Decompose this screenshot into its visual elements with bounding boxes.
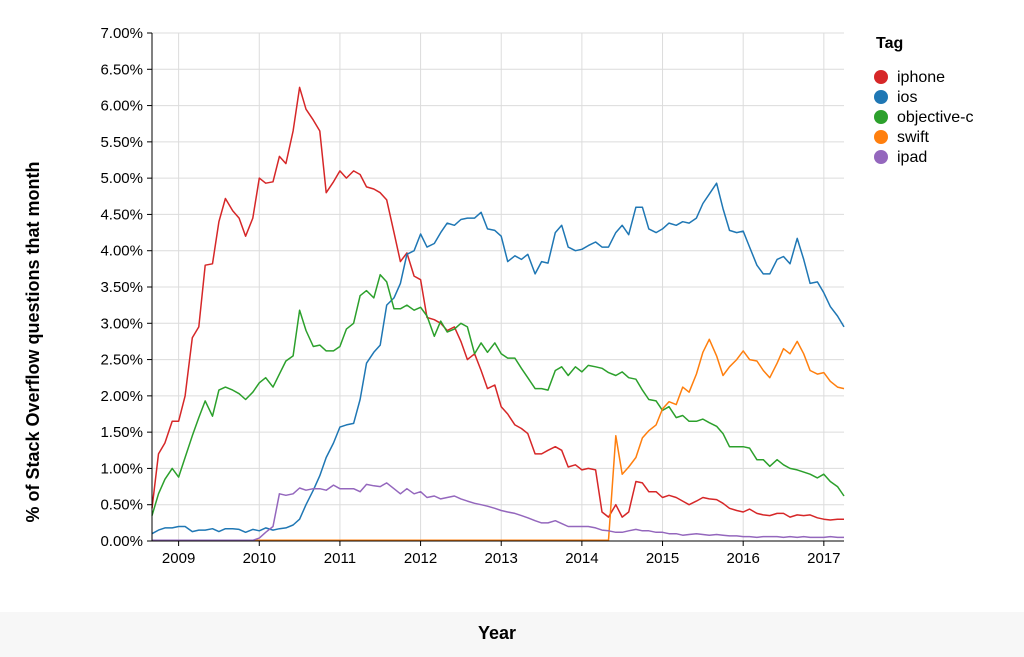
series-line-ipad — [152, 482, 844, 542]
y-tick-label: 5.50% — [100, 134, 143, 151]
y-tick-label: 3.00% — [100, 315, 143, 332]
legend-swatch-ipad — [874, 150, 888, 164]
legend-items: iphone ios objective-c swift ipad — [874, 69, 973, 166]
y-tick-label: 6.00% — [100, 98, 143, 115]
gridlines — [152, 32, 844, 542]
y-tick-label: 6.50% — [100, 61, 143, 78]
x-tick-label: 2013 — [485, 550, 518, 567]
y-tick-label: 1.00% — [100, 460, 143, 477]
y-tick-label: 1.50% — [100, 424, 143, 441]
x-tick-label: 2011 — [324, 550, 356, 567]
legend-label-swift: swift — [897, 129, 930, 146]
y-axis-title: % of Stack Overflow questions that month — [23, 161, 43, 522]
legend-label-objective-c: objective-c — [897, 109, 973, 126]
legend-swatch-objective-c — [874, 110, 888, 124]
y-tick-label: 4.00% — [100, 243, 143, 260]
series-lines — [151, 86, 845, 542]
series-line-objective-c — [151, 273, 845, 516]
axes: 0.00% 0.50% 1.00% 1.50% 2.00% 2.50% 3.00% 3.50%… — [100, 25, 844, 567]
y-tick-label: 0.50% — [100, 497, 143, 514]
y-tick-label: 0.00% — [100, 533, 143, 550]
legend-title: Tag — [876, 35, 903, 52]
x-tick-label: 2015 — [646, 550, 679, 567]
series-line-ios — [151, 182, 845, 535]
series-line-swift — [152, 338, 845, 542]
x-axis-title: Year — [478, 623, 516, 643]
y-tick-label: 7.00% — [100, 25, 143, 42]
x-tick-label: 2017 — [807, 550, 840, 567]
y-tick-label: 2.00% — [100, 388, 143, 405]
page-footer-band — [0, 612, 1024, 657]
x-tick-label: 2009 — [162, 550, 195, 567]
x-tick-label: 2010 — [243, 550, 276, 567]
legend-swatch-swift — [874, 130, 888, 144]
legend-label-ipad: ipad — [897, 149, 927, 166]
legend-label-ios: ios — [897, 89, 917, 106]
y-tick-label: 5.00% — [100, 170, 143, 187]
x-tick-label: 2014 — [565, 550, 598, 567]
x-tick-label: 2016 — [726, 550, 759, 567]
y-tick-label: 2.50% — [100, 352, 143, 369]
series-line-iphone — [151, 86, 844, 521]
legend-swatch-iphone — [874, 70, 888, 84]
y-tick-label: 4.50% — [100, 206, 143, 223]
legend-swatch-ios — [874, 90, 888, 104]
y-tick-label: 3.50% — [100, 279, 143, 296]
x-tick-label: 2012 — [404, 550, 437, 567]
legend-label-iphone: iphone — [897, 69, 945, 86]
legend: Tag iphone ios objective-c swift ipad — [874, 35, 973, 166]
